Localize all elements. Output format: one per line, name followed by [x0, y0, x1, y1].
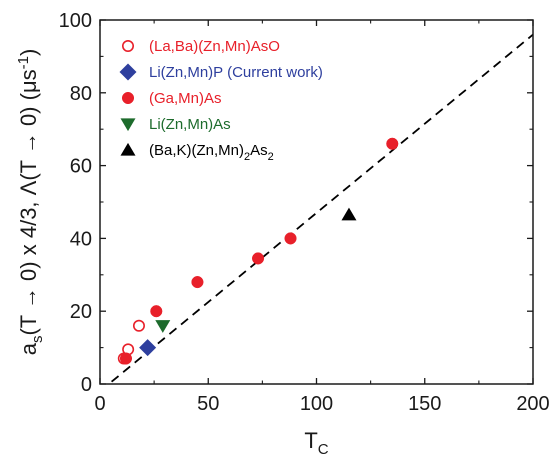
series-li-zn-mn-as — [155, 320, 171, 333]
y-tick-label-20: 20 — [70, 301, 92, 323]
series-ga-mn-as — [119, 137, 399, 365]
legend-entry-la-ba-zn-mn-aso: (La,Ba)(Zn,Mn)AsO — [122, 38, 280, 55]
series-li-zn-mn-p-current-work — [139, 339, 157, 357]
data-point-la-ba-zn-mn-aso-2 — [132, 319, 145, 332]
legend-marker-li-zn-mn-p-current-work — [119, 63, 137, 81]
legend-label-part-0: Li(Zn,Mn)As — [149, 116, 231, 133]
x-tick-label-200: 200 — [516, 393, 549, 415]
y-axis-title-part3: ) — [16, 49, 41, 56]
data-point-ga-mn-as-5 — [386, 137, 399, 150]
legend-marker-ba-k-zn-mn-2as2 — [120, 142, 136, 156]
legend-label-ba-k-zn-mn-2as2: (Ba,K)(Zn,Mn)2As2 — [149, 142, 274, 163]
data-point-ga-mn-as-2 — [191, 276, 204, 289]
x-axis-title-main: T — [304, 428, 317, 453]
y-tick-label-80: 80 — [70, 83, 92, 105]
fit-line — [107, 33, 533, 384]
legend-entry-li-zn-mn-as: Li(Zn,Mn)As — [120, 116, 231, 133]
legend-label-ga-mn-as: (Ga,Mn)As — [149, 90, 222, 107]
data-point-ga-mn-as-3 — [251, 252, 265, 265]
data-point-li-zn-mn-p-current-work-0 — [139, 339, 157, 357]
y-axis-title-sup: -1 — [15, 56, 32, 69]
legend-marker-li-zn-mn-as — [120, 118, 136, 132]
y-tick-label-60: 60 — [70, 156, 92, 178]
y-axis-title-sub1: s — [29, 336, 46, 344]
plot-layer — [107, 33, 533, 384]
y-tick-label-100: 100 — [59, 10, 92, 32]
x-tick-label-150: 150 — [408, 393, 441, 415]
series-ba-k-zn-mn-2as2 — [341, 207, 357, 221]
y-axis-title: as(T → 0) x 4/3, Λ(T → 0) (μs-1) — [15, 49, 46, 356]
legend-label-li-zn-mn-p-current-work: Li(Zn,Mn)P (Current work) — [149, 64, 323, 81]
data-point-li-zn-mn-as-0 — [155, 320, 171, 333]
data-point-ba-k-zn-mn-2as2-0 — [341, 207, 357, 221]
y-axis-title-part2: (T → 0) x 4/3, Λ(T → 0) (μs — [16, 69, 41, 335]
legend-label-part-3: 2 — [268, 151, 274, 163]
legend-label-part-1: 2 — [244, 151, 250, 163]
legend-label-part-0: Li(Zn,Mn)P (Current work) — [149, 64, 323, 81]
legend-label-la-ba-zn-mn-aso: (La,Ba)(Zn,Mn)AsO — [149, 38, 280, 55]
legend-label-part-0: (Ba,K)(Zn,Mn) — [149, 142, 244, 159]
legend-entry-ba-k-zn-mn-2as2: (Ba,K)(Zn,Mn)2As2 — [120, 142, 274, 163]
y-tick-label-40: 40 — [70, 228, 92, 250]
legend-layer: (La,Ba)(Zn,Mn)AsO Li(Zn,Mn)P (Current wor… — [119, 38, 323, 163]
legend-label-part-0: (La,Ba)(Zn,Mn)AsO — [149, 38, 280, 55]
x-tick-label-50: 50 — [197, 393, 219, 415]
y-axis-title-part1: a — [16, 342, 41, 355]
data-point-ga-mn-as-0 — [119, 352, 133, 365]
x-tick-label-0: 0 — [94, 393, 105, 415]
y-tick-label-0: 0 — [81, 374, 92, 396]
legend-label-li-zn-mn-as: Li(Zn,Mn)As — [149, 116, 231, 133]
legend-marker-ga-mn-as — [121, 91, 135, 105]
legend-entry-li-zn-mn-p-current-work: Li(Zn,Mn)P (Current work) — [119, 63, 323, 81]
x-tick-label-100: 100 — [300, 393, 333, 415]
data-point-ga-mn-as-1 — [150, 305, 163, 318]
data-point-ga-mn-as-4 — [284, 232, 297, 245]
legend-entry-ga-mn-as: (Ga,Mn)As — [121, 90, 222, 107]
legend-marker-la-ba-zn-mn-aso — [122, 39, 135, 52]
legend-label-part-2: As — [250, 142, 268, 159]
x-axis-title: TC — [304, 428, 328, 457]
legend-label-part-0: (Ga,Mn)As — [149, 90, 222, 107]
x-axis-title-sub: C — [318, 441, 329, 457]
